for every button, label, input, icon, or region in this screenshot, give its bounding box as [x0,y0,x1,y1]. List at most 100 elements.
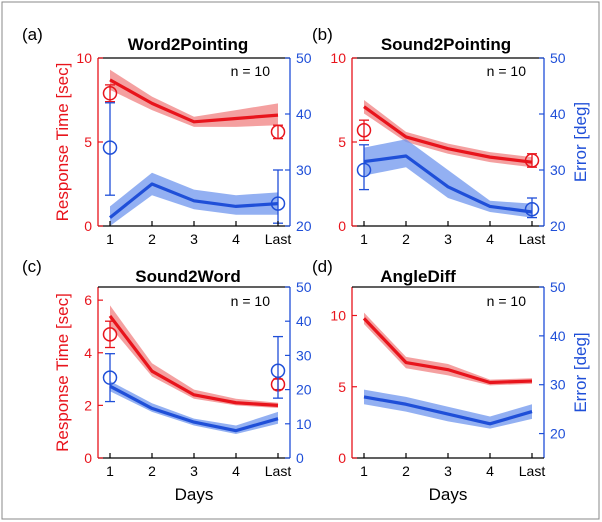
right-tick-label: 40 [550,106,566,122]
right-axis-label: Error [deg] [571,102,590,182]
right-tick-label: 40 [296,106,312,122]
left-axis-label: Response Time [sec] [53,293,72,452]
panel-letter: (d) [312,257,333,276]
right-tick-label: 20 [296,382,312,398]
response-time-mean-line [108,314,279,407]
right-tick-label: 40 [296,313,312,329]
panel-letter: (b) [312,25,333,44]
left-tick-label: 6 [84,292,92,308]
data-marker [102,370,118,385]
right-tick-label: 40 [550,328,566,344]
x-tick-label: 1 [360,231,368,247]
error-band [364,139,532,218]
right-tick-label: 30 [550,377,566,393]
left-tick-label: 0 [338,218,346,234]
response-time-mean-line [362,317,533,385]
x-tick-label: 2 [148,463,156,479]
panel-title: AngleDiff [380,267,456,286]
x-tick-label: 1 [106,463,114,479]
left-tick-label: 5 [338,134,346,150]
left-tick-label: 0 [84,450,92,466]
right-tick-label: 50 [550,50,566,66]
sample-size-annotation: n = 10 [487,63,527,79]
response-time-mean-line [363,105,533,164]
sample-size-annotation: n = 10 [487,293,527,309]
error-mean-line [363,154,533,214]
x-axis-label: Days [175,485,214,504]
panel-anglediff: 0 5 10 20 30 40 50 1 2 3 4 Last Error [deg] (d) AngleD… [312,257,590,504]
panel-title: Sound2Pointing [381,35,511,54]
panel-letter: (c) [22,257,42,276]
response-time-band [110,69,278,127]
x-tick-label: 3 [444,463,452,479]
x-tick-label: 3 [444,231,452,247]
x-tick-label: 2 [402,463,410,479]
right-tick-label: 20 [296,218,312,234]
left-tick-label: 10 [330,308,346,324]
right-tick-label: 50 [550,279,566,295]
x-tick-label: 1 [106,231,114,247]
response-time-band [364,312,532,386]
x-tick-label: 4 [232,463,240,479]
x-tick-label: Last [519,463,546,479]
panel-letter: (a) [22,25,43,44]
left-axis-label: Response Time [sec] [53,63,72,222]
left-tick-label: 0 [338,450,346,466]
data-marker [524,201,540,217]
left-tick-label: 0 [84,218,92,234]
panel-title: Sound2Word [135,267,240,286]
x-tick-label: 4 [486,463,494,479]
left-tick-label: 10 [76,50,92,66]
right-tick-label: 0 [296,450,304,466]
right-axis-label: Error [deg] [571,332,590,412]
left-tick-label: 10 [330,50,346,66]
x-tick-label: Last [519,231,546,247]
error-mean-line [109,384,279,433]
response-time-band [110,305,278,409]
error-mean-line [363,395,533,426]
right-tick-label: 20 [550,218,566,234]
error-mean-line [109,182,279,219]
data-marker [102,140,118,155]
right-tick-label: 50 [296,279,312,295]
x-tick-label: 2 [402,231,410,247]
data-marker [270,124,286,140]
left-tick-label: 4 [84,345,92,361]
x-tick-label: 1 [360,463,368,479]
right-tick-label: 30 [296,162,312,178]
data-marker [270,196,286,211]
data-marker [356,122,372,138]
left-tick-label: 2 [84,397,92,413]
response-time-mean-line [109,78,279,124]
x-tick-label: 4 [486,231,494,247]
panel-sound2pointing: 0 5 10 20 30 40 50 1 2 3 4 Last Error [deg] (b) Sound2… [312,25,590,247]
data-marker [270,363,286,379]
right-tick-label: 30 [550,162,566,178]
left-tick-label: 5 [84,134,92,150]
error-band [364,389,532,429]
data-marker [356,162,372,178]
data-marker [524,153,540,168]
panel-word2pointing: 0 5 10 20 30 40 50 1 2 3 4 Last Response Time [sec] (… [22,25,312,247]
data-marker [102,86,118,101]
right-tick-label: 10 [296,416,312,432]
x-tick-label: Last [265,463,292,479]
right-tick-label: 20 [550,426,566,442]
sample-size-annotation: n = 10 [231,63,271,79]
x-axis-label: Days [429,485,468,504]
right-tick-label: 30 [296,347,312,363]
x-tick-label: 3 [190,463,198,479]
x-tick-label: 3 [190,231,198,247]
x-tick-label: Last [265,231,292,247]
x-tick-label: 4 [232,231,240,247]
left-tick-label: 5 [338,379,346,395]
data-marker [102,327,118,342]
panel-title: Word2Pointing [128,35,249,54]
sample-size-annotation: n = 10 [231,293,271,309]
panel-sound2word: 0 2 4 6 0 10 20 30 40 50 1 2 3 4 Last Response Time [se… [22,257,312,504]
x-tick-label: 2 [148,231,156,247]
right-tick-label: 50 [296,50,312,66]
